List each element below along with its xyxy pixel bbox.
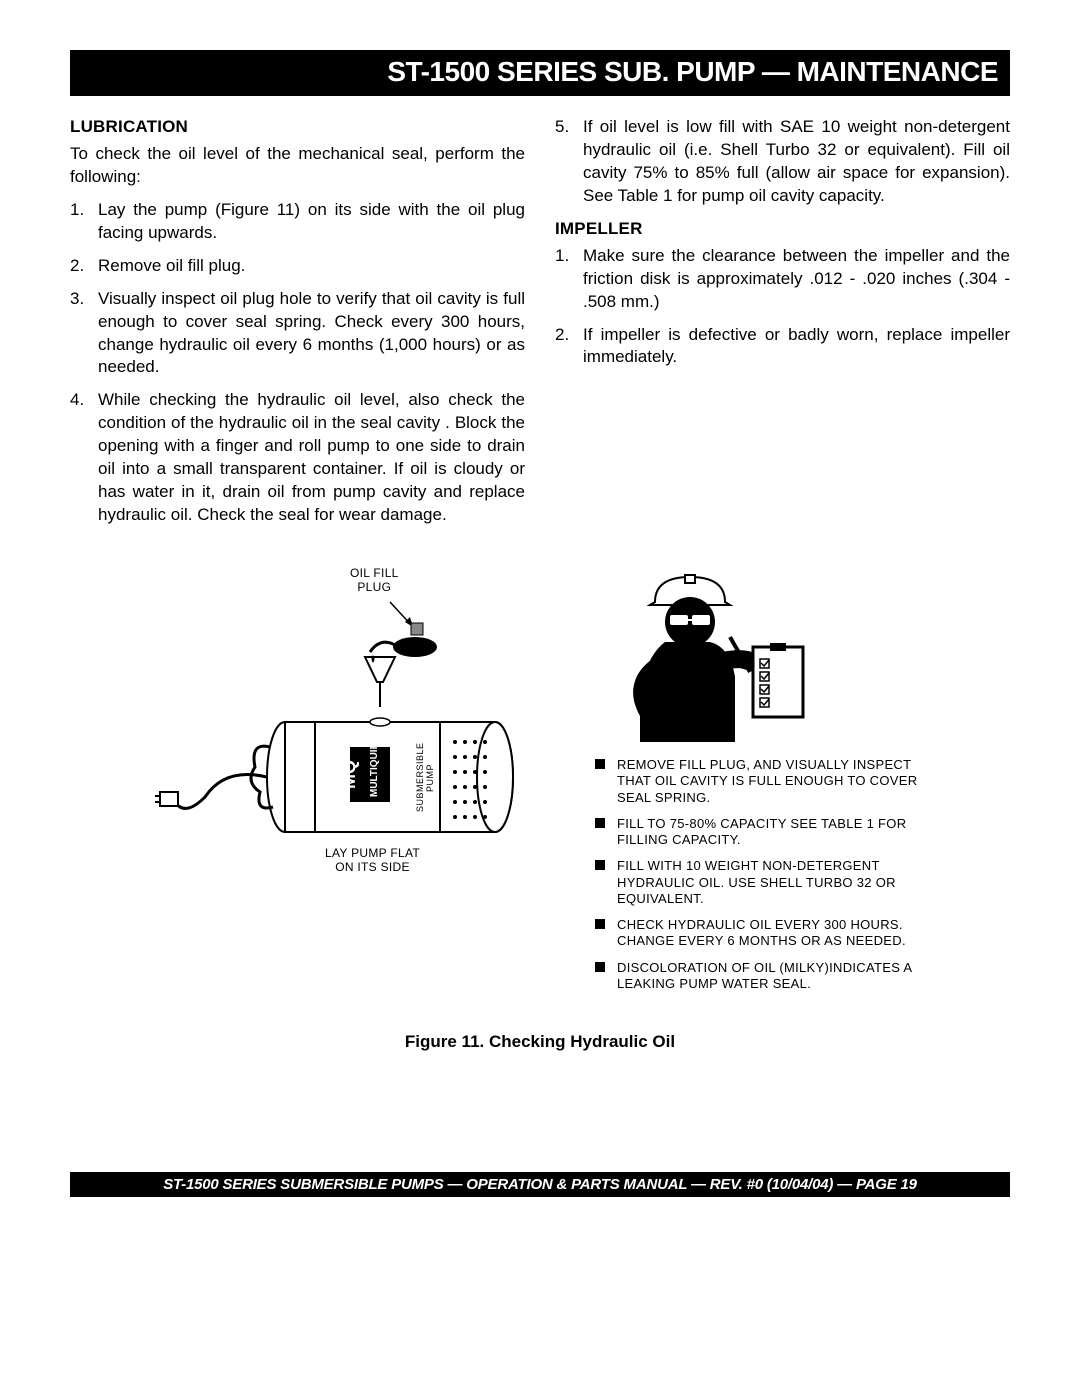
left-column: LUBRICATION To check the oil level of th… <box>70 116 525 537</box>
checklist-item-1: REMOVE FILL PLUG, AND VISUALLY INSPECT T… <box>595 757 925 806</box>
impeller-steps: Make sure the clearance between the impe… <box>555 245 1010 370</box>
checklist-item-5: DISCOLORATION OF OIL (MILKY)INDICATES A … <box>595 960 925 993</box>
step-4: While checking the hydraulic oil level, … <box>70 389 525 527</box>
header-title: ST-1500 SERIES SUB. PUMP — MAINTENANCE <box>387 56 998 87</box>
svg-text:MQ: MQ <box>339 760 359 789</box>
step-3: Visually inspect oil plug hole to verify… <box>70 288 525 380</box>
step-5: If oil level is low fill with SAE 10 wei… <box>555 116 1010 208</box>
page-footer-bar: ST-1500 SERIES SUBMERSIBLE PUMPS — OPERA… <box>70 1172 1010 1197</box>
inspector-svg <box>595 567 815 747</box>
label-lay-pump: LAY PUMP FLAT ON ITS SIDE <box>325 847 420 875</box>
svg-text:PUMP: PUMP <box>425 764 435 792</box>
brand-text: MULTIQUIP <box>369 742 380 797</box>
step-2: Remove oil fill plug. <box>70 255 525 278</box>
figure-illustration: OIL FILL PLUG LAY PUMP FLAT ON ITS SIDE <box>155 567 575 1002</box>
step-1: Lay the pump (Figure 11) on its side wit… <box>70 199 525 245</box>
impeller-heading: IMPELLER <box>555 218 1010 241</box>
figure-checklist-panel: REMOVE FILL PLUG, AND VISUALLY INSPECT T… <box>595 567 925 1002</box>
svg-text:SUBMERSIBLE: SUBMERSIBLE <box>415 742 425 812</box>
page-header-bar: ST-1500 SERIES SUB. PUMP — MAINTENANCE <box>70 50 1010 96</box>
impeller-step-2: If impeller is defective or badly worn, … <box>555 324 1010 370</box>
figure-caption: Figure 11. Checking Hydraulic Oil <box>70 1032 1010 1052</box>
impeller-step-1: Make sure the clearance between the impe… <box>555 245 1010 314</box>
content-columns: LUBRICATION To check the oil level of th… <box>70 116 1010 537</box>
lubrication-steps-cont: If oil level is low fill with SAE 10 wei… <box>555 116 1010 208</box>
right-column: If oil level is low fill with SAE 10 wei… <box>555 116 1010 537</box>
lubrication-intro: To check the oil level of the mechanical… <box>70 143 525 189</box>
checklist-item-2: FILL TO 75-80% CAPACITY SEE TABLE 1 FOR … <box>595 816 925 849</box>
checklist-item-3: FILL WITH 10 WEIGHT NON-DETERGENT HYDRAU… <box>595 858 925 907</box>
label-oil-fill-plug: OIL FILL PLUG <box>350 567 399 595</box>
lubrication-steps: Lay the pump (Figure 11) on its side wit… <box>70 199 525 527</box>
checklist-item-4: CHECK HYDRAULIC OIL EVERY 300 HOURS. CHA… <box>595 917 925 950</box>
lubrication-heading: LUBRICATION <box>70 116 525 139</box>
footer-text: ST-1500 SERIES SUBMERSIBLE PUMPS — OPERA… <box>163 1176 917 1193</box>
figure-checklist: REMOVE FILL PLUG, AND VISUALLY INSPECT T… <box>595 757 925 992</box>
figure-area: OIL FILL PLUG LAY PUMP FLAT ON ITS SIDE <box>70 567 1010 1002</box>
